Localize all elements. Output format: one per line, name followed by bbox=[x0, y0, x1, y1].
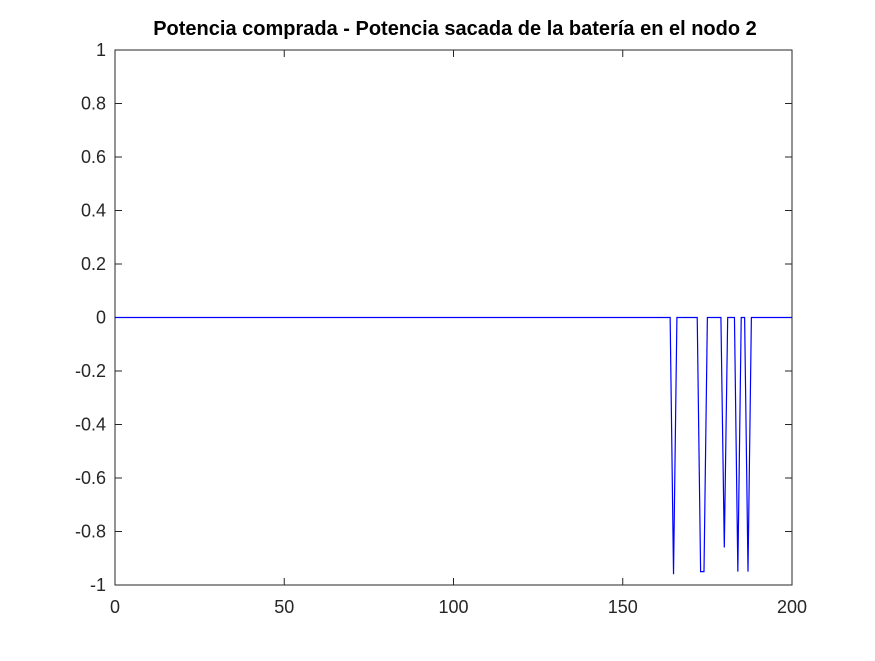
x-tick-label: 0 bbox=[110, 597, 120, 617]
x-axis: 0 50 100 150 200 bbox=[110, 50, 807, 617]
y-tick-label: 0.2 bbox=[81, 254, 106, 274]
chart-title: Potencia comprada - Potencia sacada de l… bbox=[153, 18, 757, 40]
series-line bbox=[115, 316, 792, 575]
y-tick-label: -0.8 bbox=[75, 522, 106, 542]
x-tick-label: 150 bbox=[608, 597, 638, 617]
y-tick-label: -0.4 bbox=[75, 415, 106, 435]
y-tick-label: -0.6 bbox=[75, 468, 106, 488]
x-tick-label: 200 bbox=[777, 597, 807, 617]
x-tick-label: 50 bbox=[274, 597, 294, 617]
y-tick-label: 0 bbox=[96, 308, 106, 328]
y-tick-label: 0.8 bbox=[81, 94, 106, 114]
y-tick-label: 1 bbox=[96, 40, 106, 60]
y-tick-label: -0.2 bbox=[75, 361, 106, 381]
y-tick-label: 0.4 bbox=[81, 201, 106, 221]
y-tick-label: 0.6 bbox=[81, 147, 106, 167]
y-tick-label: -1 bbox=[90, 575, 106, 595]
x-tick-label: 100 bbox=[438, 597, 468, 617]
